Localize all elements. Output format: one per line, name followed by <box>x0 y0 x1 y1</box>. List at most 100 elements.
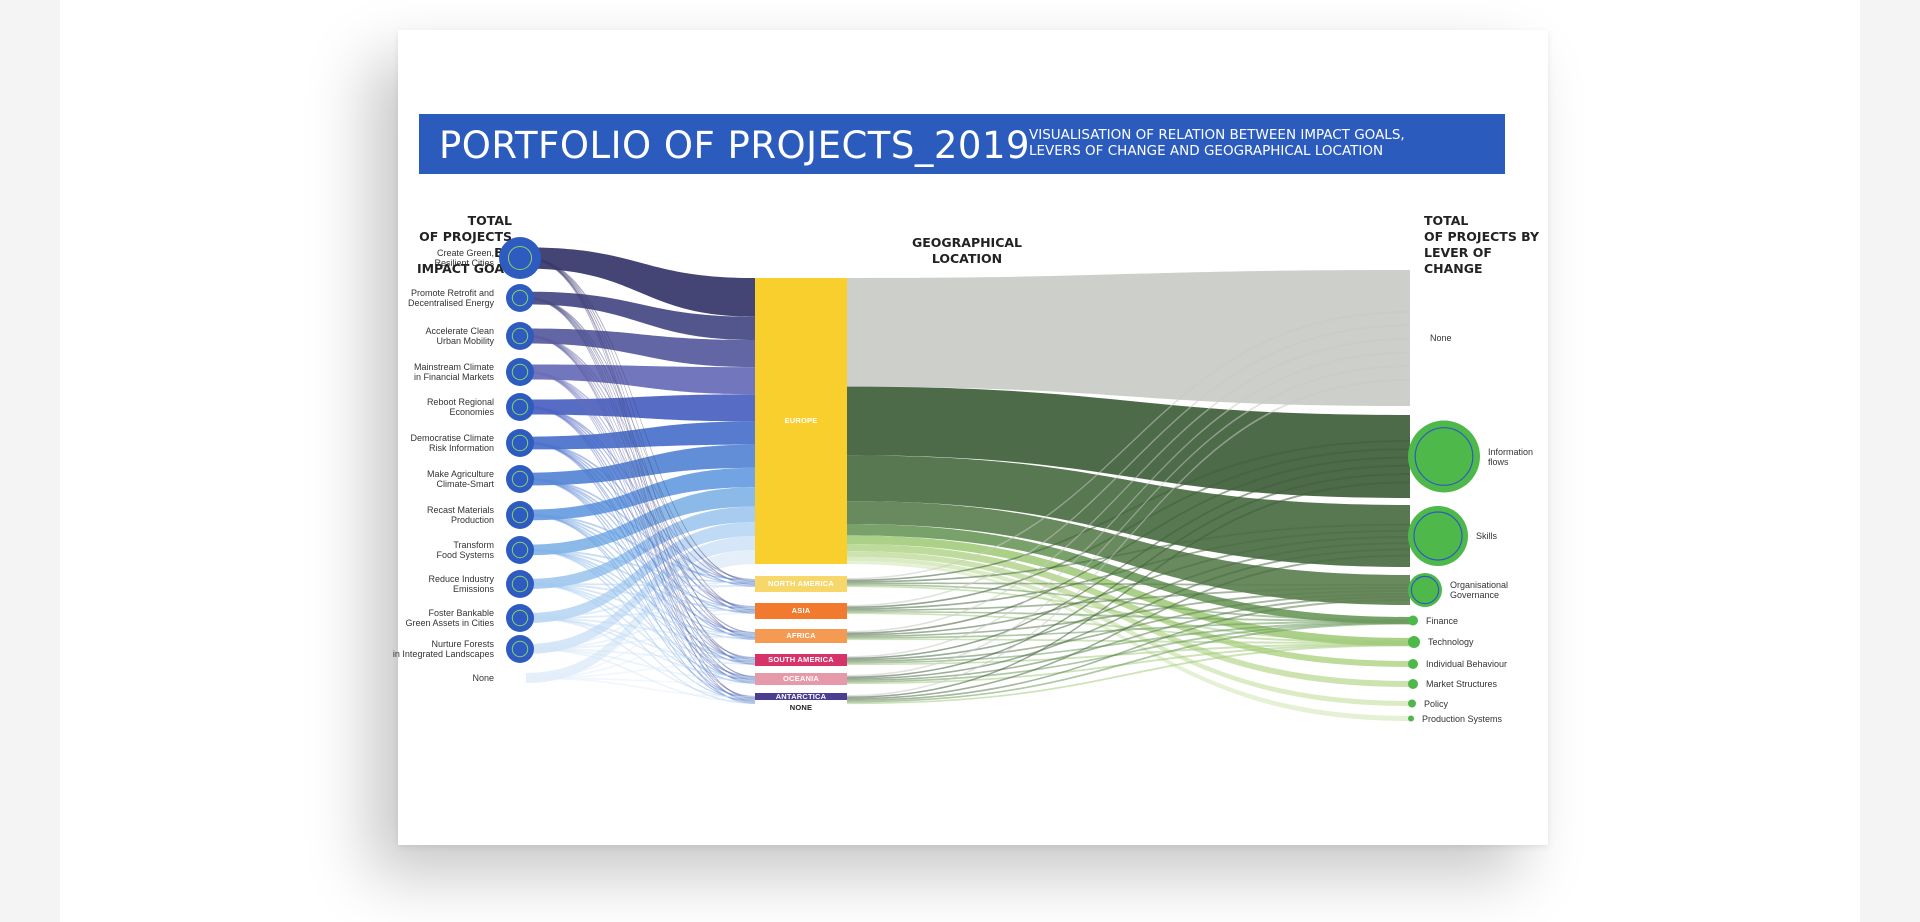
lever-label: None <box>1430 333 1540 343</box>
lever-dot <box>1408 715 1414 722</box>
goal-label-line: Promote Retrofit and <box>410 288 494 298</box>
lever-label: Technology <box>1428 637 1538 647</box>
lever-cross-flow <box>847 596 1410 682</box>
cross-flow <box>526 609 755 619</box>
goal-flow-accelerate-clean-urban-mobility <box>526 328 755 368</box>
right-header-line: LEVER OF CHANGE <box>1424 245 1492 276</box>
lever-cross-flow <box>847 481 1410 699</box>
cross-flow <box>526 549 755 613</box>
goal-label: Nurture Forests in Integrated Landscapes <box>376 639 494 659</box>
subtitle-line-2: LEVERS OF CHANGE AND GEOGRAPHICAL LOCATI… <box>1029 143 1384 159</box>
lever-flow-finance <box>847 523 1410 624</box>
tree-icon <box>506 635 534 663</box>
goal-label-line: Recast Materials <box>426 505 494 515</box>
lever-flow-information-flows <box>847 386 1410 498</box>
lever-label-line: Finance <box>1426 615 1459 626</box>
lever-label-line: Information <box>1488 446 1534 457</box>
recycle-icon-glyph <box>511 398 529 416</box>
lever-flow-none <box>847 270 1410 406</box>
goal-flow-foster-bankable-green-assets-in-cities <box>526 522 755 623</box>
cross-flow <box>526 257 755 665</box>
right-header-line: TOTAL <box>1424 213 1469 228</box>
lightning-icon-glyph <box>511 289 529 307</box>
lever-cross-flow <box>847 351 1410 658</box>
location-label-antarctica: ANTARCTICA <box>775 691 827 701</box>
cross-flow <box>526 442 755 582</box>
goal-flow-reboot-regional-economies <box>526 394 755 422</box>
cross-flow <box>526 297 755 660</box>
lever-flow-individual-behaviour <box>847 543 1410 667</box>
lever-label: Market Structures <box>1426 679 1536 689</box>
cross-flow <box>526 297 755 681</box>
cross-flow <box>526 579 755 679</box>
location-bar-oceania <box>755 673 847 685</box>
cross-flow <box>526 677 755 684</box>
title-banner: PORTFOLIO OF PROJECTS_2019 VISUALISATION… <box>419 114 1505 174</box>
lever-dot <box>1408 659 1418 669</box>
cross-flow <box>526 442 755 699</box>
cross-flow <box>526 371 755 659</box>
wrench-icon <box>1408 506 1468 566</box>
plant-icon-glyph <box>511 470 529 488</box>
lever-label: Skills <box>1476 531 1586 541</box>
coins-icon-glyph <box>511 363 529 381</box>
cross-flow <box>526 583 755 683</box>
cross-flow <box>526 442 755 665</box>
left-header-line: IMPACT GOAL <box>416 261 512 276</box>
cross-flow <box>526 371 755 613</box>
cross-flow <box>526 335 755 609</box>
cross-flow <box>526 371 755 584</box>
lever-cross-flow <box>847 621 1410 664</box>
building-icon <box>1408 573 1442 607</box>
cross-flow <box>526 297 755 614</box>
lever-cross-flow <box>847 523 1410 583</box>
wrench-icon-ring <box>1413 511 1463 561</box>
lever-label-line: Market Structures <box>1426 679 1498 689</box>
cross-flows <box>526 257 755 704</box>
poster-subtitle: VISUALISATION OF RELATION BETWEEN IMPACT… <box>1029 127 1469 159</box>
cross-flow <box>526 617 755 639</box>
cross-flow <box>526 478 755 703</box>
cross-flow <box>526 297 755 586</box>
cross-flow <box>526 514 755 581</box>
tree-icon-glyph <box>511 640 529 658</box>
lever-label: Production Systems <box>1422 714 1532 724</box>
goal-label-line: Economies <box>449 407 494 417</box>
lever-icons <box>1408 420 1480 722</box>
lever-label: Finance <box>1426 616 1536 626</box>
goal-label-line: None <box>472 673 494 683</box>
food-icon-glyph <box>511 541 529 559</box>
cross-flow <box>526 442 755 611</box>
poster-title: PORTFOLIO OF PROJECTS_2019 <box>439 124 1031 167</box>
cross-flow <box>526 371 755 701</box>
lever-cross-flow <box>847 599 1410 702</box>
goal-label-line: Emissions <box>452 584 494 594</box>
lever-cross-flow <box>847 638 1410 644</box>
lever-flows <box>847 270 1410 721</box>
cross-flow <box>526 442 755 678</box>
poster: PORTFOLIO OF PROJECTS_2019 VISUALISATION… <box>393 30 1548 845</box>
goal-label: Accelerate Clean Urban Mobility <box>376 326 494 346</box>
bank-icon <box>506 604 534 632</box>
lever-cross-flow <box>847 439 1410 582</box>
location-label-europe: EUROPE <box>784 416 818 425</box>
cross-flow <box>526 257 755 611</box>
lever-cross-flow <box>847 620 1410 639</box>
cross-flow <box>526 406 755 683</box>
goal-flows <box>526 247 755 683</box>
lightning-icon <box>506 284 534 312</box>
goal-label-line: Green Assets in Cities <box>405 618 494 628</box>
cross-flow <box>526 549 755 640</box>
cross-flow <box>526 583 755 704</box>
goal-label-line: Reduce Industry <box>428 574 494 584</box>
goal-label-line: Risk Information <box>428 443 494 453</box>
cross-flow <box>526 514 755 698</box>
location-label-north-america: NORTH AMERICA <box>767 579 835 588</box>
lever-cross-flow <box>847 582 1410 586</box>
cross-flow <box>526 371 755 679</box>
cross-flow <box>526 335 755 664</box>
cross-flow <box>526 406 755 608</box>
goal-label-line: in Integrated Landscapes <box>392 649 494 659</box>
lever-dot <box>1408 679 1418 689</box>
cross-flow <box>526 635 755 679</box>
